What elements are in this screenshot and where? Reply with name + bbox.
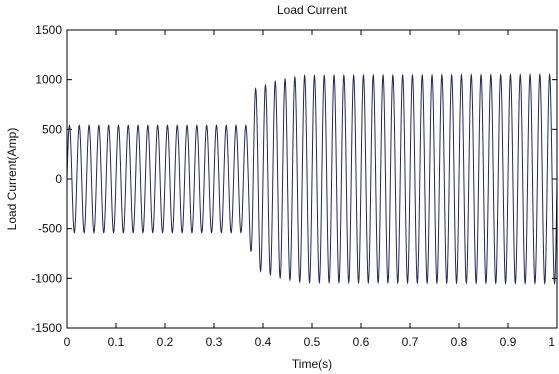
y-tick-labels: -1500 -1000 -500 0 500 1000 1500 [31, 23, 62, 335]
x-tick-label: 0.5 [304, 335, 321, 349]
plot-area-frame [66, 29, 558, 329]
y-tick-label: 1000 [35, 73, 62, 87]
y-tick-label: 500 [42, 122, 62, 136]
x-tick-label: 0.2 [157, 335, 174, 349]
series-line-load-current [66, 72, 558, 286]
y-axis-label: Load Current(Amp) [5, 128, 19, 231]
chart-title: Load Current [277, 3, 348, 17]
x-tick-label: 1 [548, 335, 555, 349]
series-layer [66, 72, 558, 286]
x-tick-label: 0.4 [255, 335, 272, 349]
x-axis-label: Time(s) [292, 357, 332, 371]
x-tick-label: 0.6 [353, 335, 370, 349]
x-tick-labels: 0 0.1 0.2 0.3 0.4 0.5 0.6 0.7 0.8 0.9 1 [64, 335, 556, 349]
x-tick-label: 0.3 [206, 335, 223, 349]
x-tick-label: 0.9 [500, 335, 517, 349]
x-tick-label: 0.8 [451, 335, 468, 349]
y-tick-label: -500 [38, 222, 62, 236]
y-tick-label: -1500 [31, 321, 62, 335]
x-tick-label: 0 [64, 335, 71, 349]
y-tick-label: 1500 [35, 23, 62, 37]
y-tick-label: 0 [55, 172, 62, 186]
y-tick-label: -1000 [31, 271, 62, 285]
x-tick-label: 0.1 [108, 335, 125, 349]
x-tick-label: 0.7 [402, 335, 419, 349]
